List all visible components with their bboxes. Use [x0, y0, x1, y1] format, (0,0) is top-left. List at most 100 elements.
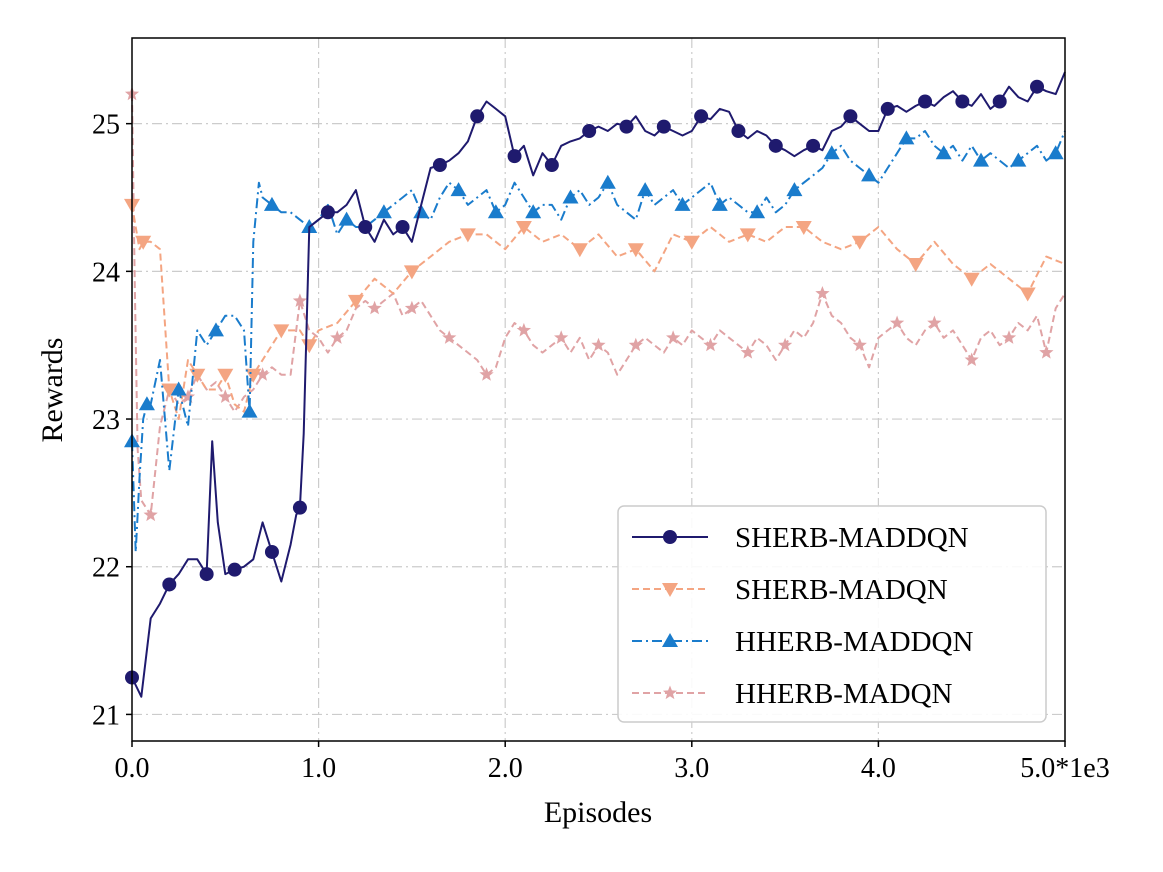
data-point: [515, 221, 532, 236]
data-point: [263, 196, 280, 211]
data-point: [554, 330, 569, 344]
data-point: [955, 94, 970, 109]
data-point: [273, 324, 290, 339]
data-point: [964, 352, 979, 366]
data-point: [637, 182, 654, 197]
data-point: [711, 196, 728, 211]
data-point: [138, 396, 155, 411]
legend-marker: [662, 633, 678, 647]
data-point: [413, 204, 430, 219]
data-point: [292, 293, 308, 307]
data-point: [338, 211, 355, 226]
legend-marker: [663, 530, 677, 544]
data-point: [768, 138, 783, 153]
data-point: [1019, 287, 1036, 302]
x-axis-label: Episodes: [544, 796, 652, 829]
legend-marker: [662, 583, 678, 597]
data-point: [739, 228, 756, 243]
series-line-hherb-madqn: [131, 94, 1066, 516]
data-point: [199, 567, 214, 582]
data-point: [1030, 79, 1045, 94]
y-tick-label: 21: [92, 700, 120, 731]
data-point: [170, 381, 187, 396]
data-point: [666, 330, 681, 344]
legend-item-sherb-maddqn: SHERB-MADDQN: [632, 522, 969, 554]
y-tick-label: 25: [92, 110, 120, 141]
data-point: [740, 345, 755, 359]
data-point: [1001, 330, 1017, 344]
data-point: [1010, 152, 1027, 167]
data-point: [264, 544, 279, 559]
legend-item-sherb-madqn: SHERB-MADQN: [632, 574, 948, 606]
data-point: [292, 500, 307, 515]
data-point: [479, 367, 494, 381]
data-point: [395, 220, 410, 235]
series-hherb-madqn: [124, 86, 1066, 522]
data-point: [571, 243, 588, 258]
data-point: [1047, 145, 1064, 160]
data-point: [245, 368, 262, 383]
data-point: [935, 145, 952, 160]
data-point: [241, 403, 258, 418]
data-point: [403, 265, 420, 280]
data-point: [218, 389, 233, 403]
data-point: [161, 383, 178, 398]
x-tick-label: 2.0: [488, 753, 523, 784]
data-point: [227, 562, 242, 577]
data-point: [591, 337, 606, 352]
data-point: [562, 189, 579, 204]
data-point: [731, 124, 746, 139]
data-point: [432, 158, 447, 173]
data-point: [927, 315, 942, 330]
data-point: [320, 205, 335, 220]
data-point: [627, 243, 644, 258]
data-point: [1039, 345, 1054, 359]
data-point: [358, 220, 373, 235]
data-point: [889, 315, 905, 330]
legend: SHERB-MADDQN SHERB-MADQN HHERB-MADDQN HHERB…: [617, 505, 1047, 723]
data-point: [375, 204, 392, 219]
data-point: [907, 257, 924, 272]
y-tick-label: 23: [92, 405, 120, 436]
data-point: [823, 145, 840, 160]
data-point: [898, 130, 915, 145]
data-point: [582, 124, 597, 139]
data-point: [973, 152, 990, 167]
data-point: [656, 119, 671, 134]
x-tick-label: 4.0: [861, 753, 896, 784]
data-point: [162, 577, 177, 592]
data-point: [459, 228, 476, 243]
series-hherb-maddqn: [124, 130, 1066, 553]
series-sherb-maddqn: [125, 71, 1066, 698]
data-point: [619, 119, 634, 134]
data-point: [507, 149, 522, 164]
data-point: [963, 272, 980, 287]
data-point: [599, 174, 616, 189]
data-point: [470, 109, 485, 124]
legend-box: [617, 505, 1047, 723]
data-point: [525, 204, 542, 219]
data-point: [703, 337, 718, 352]
series-line-sherb-madqn: [131, 204, 1066, 420]
data-point: [918, 94, 933, 109]
x-tick-label: 5.0*1e3: [1020, 753, 1109, 784]
data-point: [749, 204, 766, 219]
x-tick-label: 1.0: [301, 753, 336, 784]
legend-items: SHERB-MADDQN SHERB-MADQN HHERB-MADDQN HHERB…: [632, 522, 974, 710]
legend-label: HHERB-MADQN: [735, 678, 953, 710]
plot-frame: [131, 37, 1066, 742]
legend-label: SHERB-MADDQN: [735, 522, 969, 554]
data-point: [143, 507, 158, 522]
data-point: [628, 337, 643, 352]
data-point: [135, 235, 152, 250]
data-point: [255, 367, 270, 381]
data-point: [786, 182, 803, 197]
series-line-hherb-maddqn: [131, 130, 1066, 553]
data-point: [861, 167, 878, 182]
legend-marker: [662, 685, 678, 700]
legend-label: SHERB-MADQN: [735, 574, 948, 606]
legend-item-hherb-maddqn: HHERB-MADDQN: [632, 626, 974, 658]
axis-ticks: 0.0 1.0 2.0 3.0 4.0 5.0*1e3 21 22 23 24 25: [92, 110, 1110, 784]
data-point: [852, 337, 867, 352]
